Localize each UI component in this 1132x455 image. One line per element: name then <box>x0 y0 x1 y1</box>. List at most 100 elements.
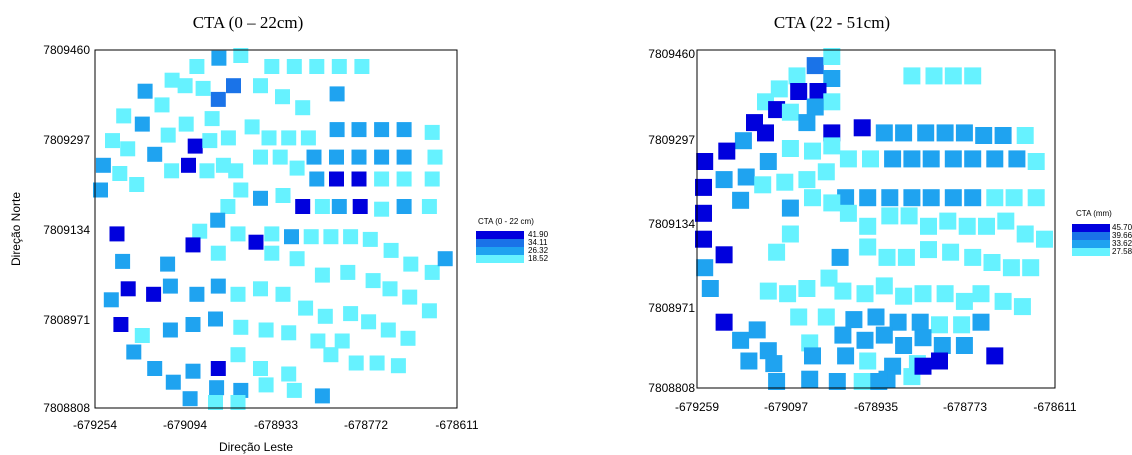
data-point <box>275 89 290 105</box>
data-point <box>115 253 131 269</box>
data-point <box>859 217 877 235</box>
data-point <box>421 199 437 214</box>
data-point <box>103 292 119 308</box>
x-tick-label: -678611 <box>1033 400 1076 414</box>
chart-left-title: CTA (0 – 22cm) <box>193 13 304 32</box>
data-point <box>244 119 260 135</box>
data-point <box>361 314 377 330</box>
data-point <box>309 59 325 74</box>
x-tick-label: -678772 <box>344 418 388 432</box>
data-point <box>944 189 962 207</box>
data-point <box>334 333 350 349</box>
data-point <box>281 366 297 382</box>
data-point <box>295 100 311 116</box>
legend-label: 45.70 <box>1112 223 1132 232</box>
chart-right-plot-frame <box>696 49 1056 389</box>
data-point <box>329 122 345 138</box>
data-point <box>182 391 198 407</box>
data-point <box>834 326 852 344</box>
data-point <box>953 316 971 334</box>
data-point <box>374 149 390 165</box>
chart-right: CTA (22 - 51cm) 7809460 7809297 7809134 … <box>648 13 1132 414</box>
data-point <box>120 141 136 157</box>
data-point <box>889 313 907 331</box>
data-point <box>226 78 241 94</box>
data-point <box>281 325 297 341</box>
data-point <box>400 330 416 346</box>
data-point <box>192 223 208 239</box>
data-point <box>881 189 899 207</box>
data-point <box>986 150 1004 168</box>
data-point <box>253 149 268 165</box>
data-point <box>820 269 838 287</box>
data-point <box>1013 298 1031 316</box>
y-tick-label: 7809460 <box>648 47 695 61</box>
data-point <box>185 363 201 379</box>
data-point <box>804 189 821 207</box>
data-point <box>884 357 902 375</box>
data-point <box>314 388 330 404</box>
x-tick-label: -678935 <box>854 400 898 414</box>
data-point <box>340 264 356 280</box>
data-point <box>154 97 170 113</box>
data-point <box>875 277 893 295</box>
data-point <box>839 204 857 222</box>
data-point <box>253 361 268 376</box>
data-point <box>185 317 201 332</box>
data-point <box>230 395 246 410</box>
data-point <box>781 103 799 121</box>
data-point <box>374 201 390 217</box>
data-point <box>776 173 794 191</box>
data-point <box>348 355 364 371</box>
data-point <box>390 358 406 374</box>
data-point <box>396 122 412 138</box>
data-point <box>768 243 786 261</box>
data-point <box>748 321 766 339</box>
legend-swatch <box>1072 224 1110 232</box>
data-point <box>295 199 311 214</box>
data-point <box>396 171 412 187</box>
data-point <box>695 178 712 196</box>
data-point <box>823 70 841 87</box>
data-point <box>233 48 249 63</box>
x-tick-label: -679254 <box>73 418 117 432</box>
data-point <box>942 243 960 261</box>
data-point <box>220 199 236 214</box>
data-point <box>210 91 226 107</box>
data-point <box>732 191 750 209</box>
data-point <box>837 347 855 365</box>
data-point <box>936 285 954 303</box>
data-point <box>210 212 226 228</box>
data-point <box>281 130 297 146</box>
data-point <box>917 124 935 142</box>
data-point <box>210 245 226 261</box>
chart-right-title: CTA (22 - 51cm) <box>774 13 890 32</box>
data-point <box>253 190 268 206</box>
y-tick-label: 7808971 <box>648 301 695 315</box>
data-point <box>715 246 733 264</box>
data-point <box>790 308 808 326</box>
data-point <box>187 138 203 154</box>
data-point <box>162 322 178 338</box>
data-point <box>770 80 788 98</box>
data-point <box>925 67 943 85</box>
chart-right-legend: CTA (mm) 45.70 39.66 33.62 27.58 <box>1072 209 1132 256</box>
data-point <box>1016 225 1034 243</box>
data-point <box>944 67 962 85</box>
data-point <box>944 150 962 168</box>
data-point <box>95 157 111 173</box>
data-point <box>403 256 419 272</box>
data-point <box>817 308 835 326</box>
data-point <box>939 212 957 230</box>
data-point <box>884 150 902 168</box>
data-point <box>911 313 929 331</box>
data-point <box>329 86 345 102</box>
data-point <box>790 83 808 100</box>
data-point <box>189 286 205 302</box>
data-point <box>768 373 786 390</box>
data-point <box>922 189 940 207</box>
data-point <box>740 352 758 370</box>
data-point <box>105 133 120 149</box>
legend-swatch <box>476 239 524 247</box>
data-point <box>856 285 874 303</box>
